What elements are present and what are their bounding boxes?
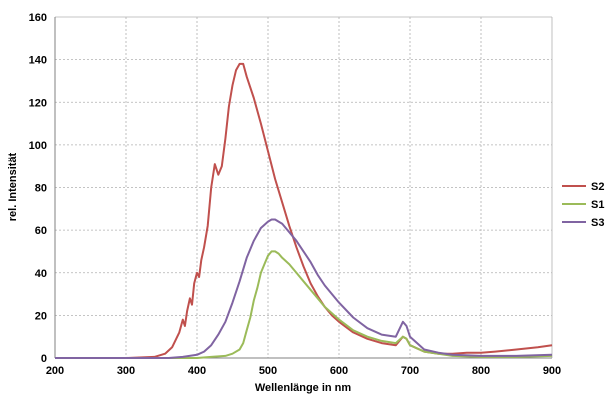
y-tick-label: 80	[35, 183, 47, 195]
series-line-s2	[55, 62, 553, 359]
y-tick-label: 100	[29, 140, 47, 152]
legend-label-s3: S3	[591, 217, 604, 229]
y-tick-label: 140	[29, 55, 47, 67]
x-tick-label: 400	[188, 365, 206, 377]
y-tick-label: 0	[41, 353, 47, 365]
series-line-s3	[55, 218, 553, 359]
y-tick-label: 160	[29, 12, 47, 24]
y-tick-label: 20	[35, 310, 47, 322]
y-tick-label: 120	[29, 97, 47, 109]
series-lines	[55, 62, 553, 359]
series-line-s1	[55, 250, 553, 359]
x-tick-label: 300	[117, 365, 135, 377]
y-axis-label: rel. Intensität	[7, 152, 19, 221]
tick-labels: 200 300 400 500 600 700 800 900 0 20 40 60 80 100 120 1…	[29, 12, 562, 377]
y-tick-label: 60	[35, 225, 47, 237]
legend-label-s2: S2	[591, 181, 604, 193]
x-tick-label: 500	[259, 365, 277, 377]
x-tick-label: 200	[46, 365, 64, 377]
x-tick-label: 600	[330, 365, 348, 377]
legend-label-s1: S1	[591, 199, 604, 211]
y-tick-label: 40	[35, 268, 47, 280]
x-tick-label: 700	[401, 365, 419, 377]
x-tick-label: 800	[472, 365, 490, 377]
legend: S2 S1 S3	[562, 181, 604, 229]
x-axis-label: Wellenlänge in nm	[255, 382, 352, 394]
grid	[54, 16, 553, 359]
x-tick-label: 900	[543, 365, 561, 377]
